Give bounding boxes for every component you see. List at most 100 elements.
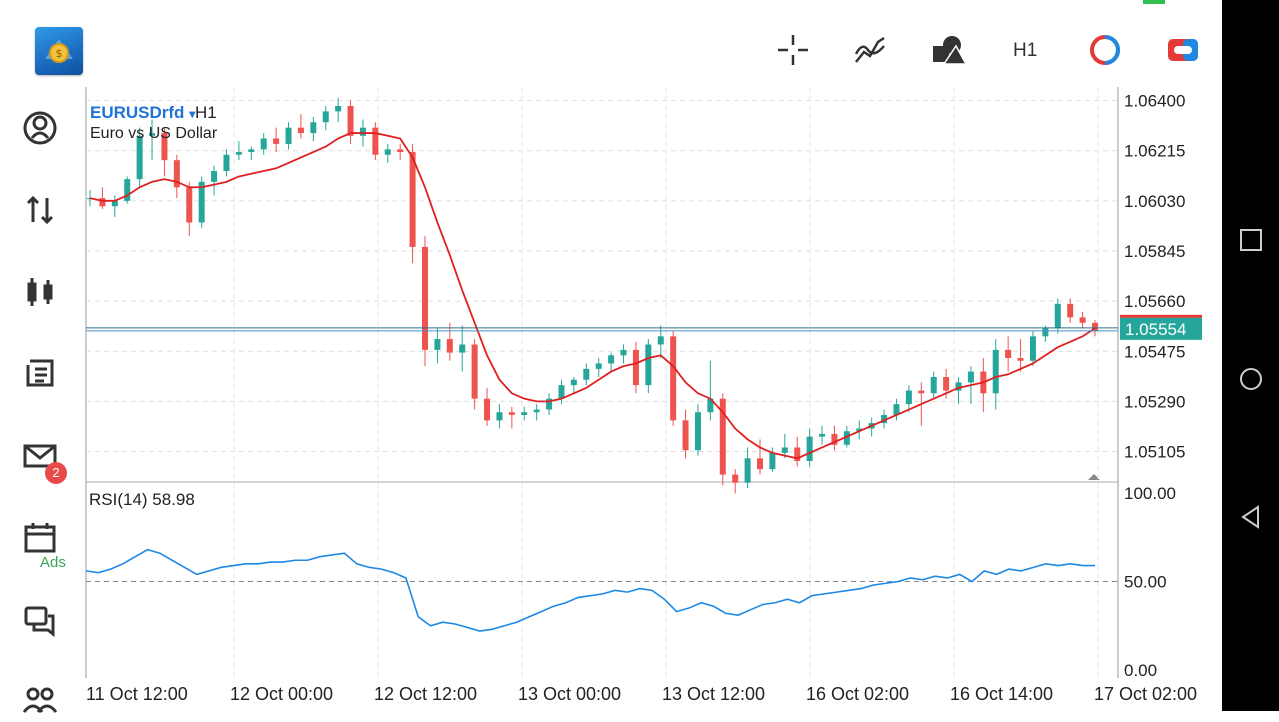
candle-body bbox=[757, 458, 763, 470]
candle-body bbox=[608, 355, 615, 364]
candle-body bbox=[198, 181, 205, 223]
quotes-icon[interactable] bbox=[20, 108, 60, 148]
price-tick-label: 1.05660 bbox=[1124, 292, 1185, 311]
candle-body bbox=[297, 127, 304, 134]
candle-body bbox=[719, 398, 726, 475]
candle-body bbox=[1092, 322, 1098, 331]
indicators-icon[interactable] bbox=[852, 32, 888, 68]
candle-body bbox=[124, 179, 131, 201]
candle-body bbox=[149, 133, 156, 136]
candle-body bbox=[570, 379, 577, 386]
pane-resize-handle bbox=[1088, 474, 1100, 480]
candle-body bbox=[310, 122, 317, 134]
candle-body bbox=[459, 344, 466, 353]
candle-body bbox=[1005, 349, 1012, 359]
candle-body bbox=[558, 385, 565, 399]
candle-body bbox=[992, 349, 999, 394]
time-tick-label: 13 Oct 12:00 bbox=[662, 684, 765, 704]
candle-body bbox=[856, 428, 863, 432]
unread-badge: 2 bbox=[45, 462, 67, 484]
price-tick-label: 1.06400 bbox=[1124, 92, 1185, 111]
candle-body bbox=[111, 200, 118, 207]
candle-body bbox=[843, 431, 850, 445]
home-button[interactable] bbox=[1238, 366, 1264, 392]
candle-body bbox=[918, 390, 925, 394]
candle-body bbox=[732, 474, 739, 483]
candle-body bbox=[595, 363, 602, 369]
candle-body bbox=[1042, 328, 1049, 337]
journal-icon[interactable] bbox=[20, 353, 60, 393]
candle-body bbox=[372, 127, 379, 155]
candle-body bbox=[794, 447, 801, 462]
candle-body bbox=[707, 398, 714, 413]
candle-body bbox=[955, 382, 962, 391]
time-tick-label: 13 Oct 00:00 bbox=[518, 684, 621, 704]
candle-body bbox=[471, 344, 478, 399]
status-indicator bbox=[1143, 0, 1165, 4]
timeframe-selector[interactable]: H1 bbox=[1013, 40, 1038, 61]
price-tick-label: 1.06030 bbox=[1124, 192, 1185, 211]
recent-apps-button[interactable] bbox=[1238, 227, 1264, 253]
symbol-selector[interactable]: EURUSDrfd ▾ bbox=[90, 103, 195, 123]
chat-icon[interactable] bbox=[20, 600, 60, 640]
crosshair-icon[interactable] bbox=[775, 32, 811, 68]
candle-body bbox=[335, 105, 342, 112]
people-icon[interactable] bbox=[20, 682, 60, 722]
candle-body bbox=[322, 111, 329, 123]
candle-body bbox=[248, 149, 255, 153]
candle-body bbox=[769, 452, 776, 470]
candle-body bbox=[384, 149, 391, 155]
price-tick-label: 1.05105 bbox=[1124, 443, 1185, 462]
price-tick-label: 1.05475 bbox=[1124, 342, 1185, 361]
ads-label: Ads bbox=[40, 554, 66, 571]
objects-icon[interactable] bbox=[930, 32, 966, 68]
price-tick-label: 1.06215 bbox=[1124, 142, 1185, 161]
ask-price-marker bbox=[1120, 314, 1202, 318]
candle-body bbox=[235, 152, 242, 155]
candle-body bbox=[583, 368, 590, 380]
mail-icon[interactable] bbox=[20, 436, 60, 476]
current-price-value: 1.05554 bbox=[1125, 320, 1186, 339]
symbol-name: EURUSDrfd bbox=[90, 103, 185, 122]
candle-body bbox=[943, 377, 950, 391]
time-tick-label: 17 Oct 02:00 bbox=[1094, 684, 1197, 704]
candle-body bbox=[533, 409, 540, 413]
candle-body bbox=[260, 138, 267, 150]
candle-body bbox=[744, 458, 751, 483]
candle-body bbox=[397, 149, 404, 153]
rsi-tick-label: 100.00 bbox=[1124, 484, 1176, 503]
svg-text:$: $ bbox=[56, 47, 63, 60]
calendar-icon[interactable] bbox=[20, 518, 60, 558]
candle-body bbox=[620, 349, 627, 356]
price-tick-label: 1.05845 bbox=[1124, 242, 1185, 261]
time-tick-label: 16 Oct 14:00 bbox=[950, 684, 1053, 704]
back-button[interactable] bbox=[1238, 504, 1264, 530]
candle-body bbox=[657, 336, 664, 345]
moving-average-line bbox=[89, 132, 1096, 460]
candle-body bbox=[161, 133, 168, 161]
candle-body bbox=[484, 398, 491, 421]
candles-icon[interactable] bbox=[20, 272, 60, 312]
candle-body bbox=[930, 377, 937, 394]
time-tick-label: 11 Oct 12:00 bbox=[86, 684, 188, 704]
trade-toggle-icon[interactable] bbox=[1165, 32, 1201, 68]
candle-body bbox=[211, 171, 218, 182]
price-chart[interactable]: 1.06400 1.06215 1.06030 1.05845 1.05660 1.054… bbox=[84, 84, 1222, 711]
time-tick-label: 12 Oct 12:00 bbox=[374, 684, 477, 704]
candle-body bbox=[881, 414, 888, 424]
candle-body bbox=[223, 154, 230, 172]
candle-body bbox=[546, 398, 553, 410]
candle-body bbox=[446, 339, 453, 353]
color-scheme-icon[interactable] bbox=[1087, 32, 1123, 68]
candle-body bbox=[670, 336, 677, 421]
candle-body bbox=[1029, 336, 1036, 361]
candle-body bbox=[422, 246, 428, 350]
symbol-description: Euro vs US Dollar bbox=[90, 125, 218, 142]
candle-body bbox=[1017, 358, 1024, 361]
candle-body bbox=[359, 127, 366, 136]
rsi-tick-label: 50.00 bbox=[1124, 573, 1167, 592]
trade-arrows-icon[interactable] bbox=[20, 190, 60, 230]
candle-body bbox=[632, 349, 639, 386]
price-tick-label: 1.05290 bbox=[1124, 392, 1185, 411]
app-logo[interactable]: $ bbox=[35, 27, 83, 75]
